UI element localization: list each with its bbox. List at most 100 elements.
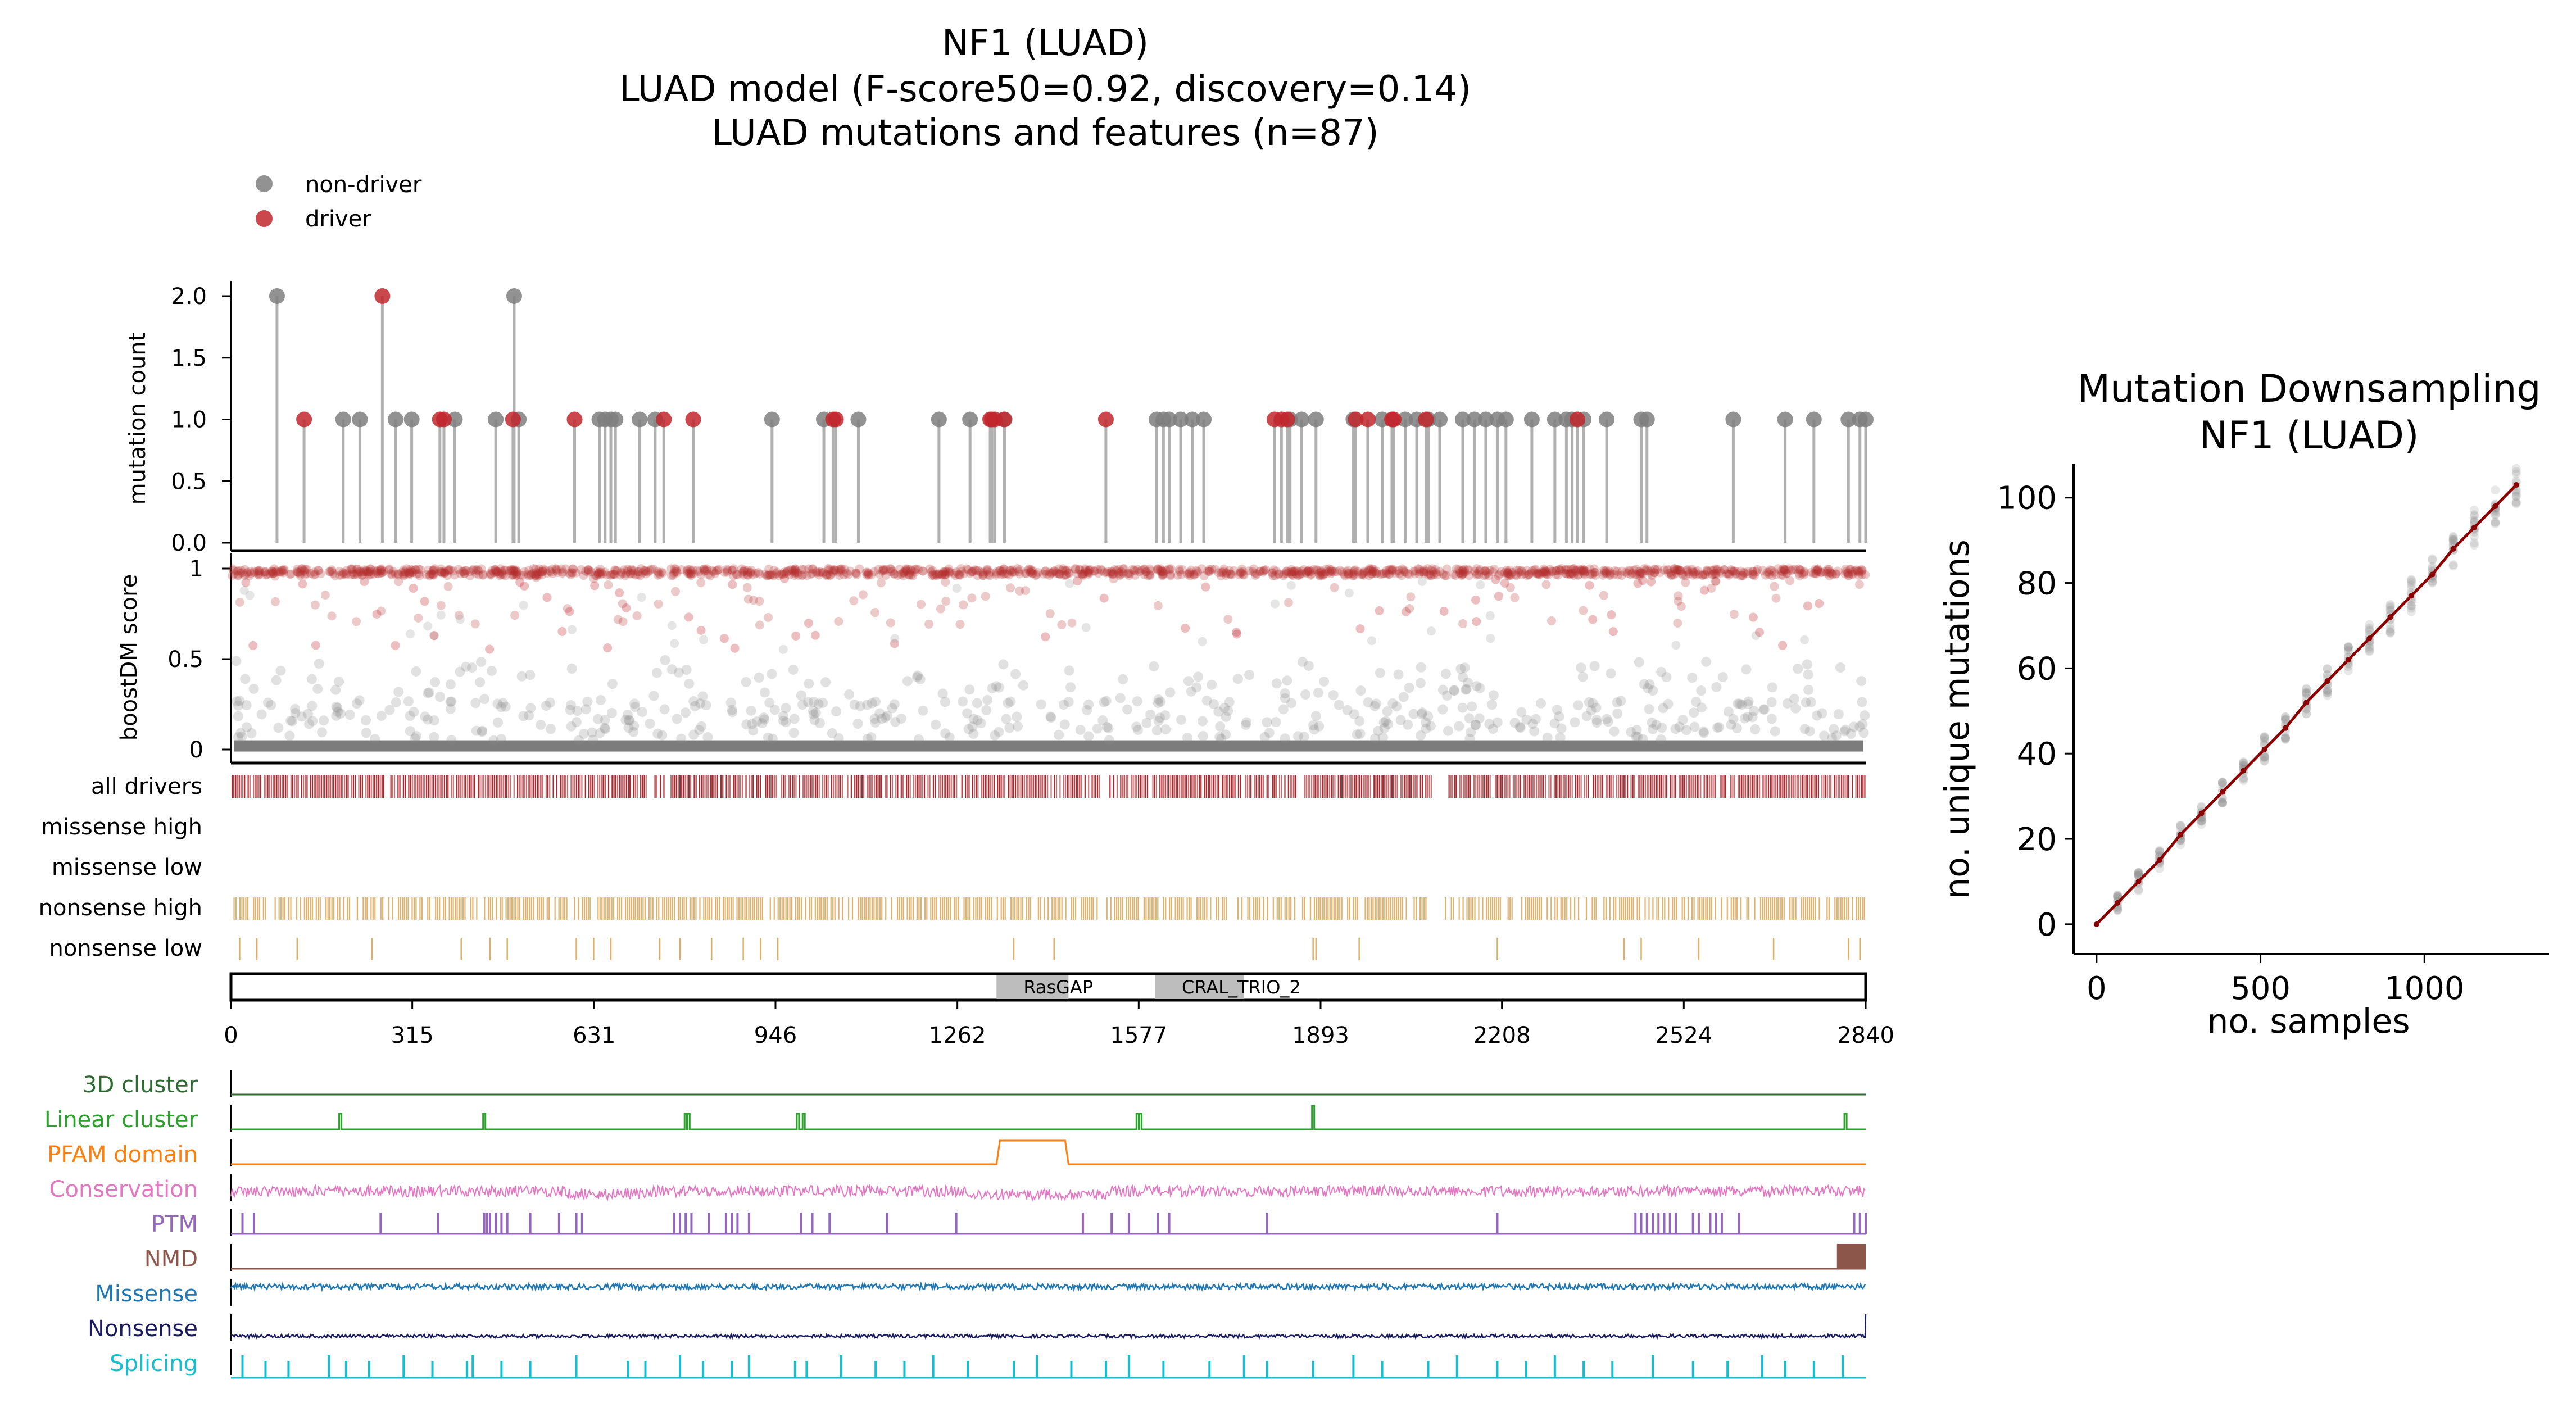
boost-point-driver: [881, 570, 891, 580]
boost-point-driver: [595, 568, 604, 578]
boost-point-driver: [279, 568, 288, 578]
boost-point-driver: [428, 570, 438, 579]
downsampling-mean-point: [2115, 900, 2121, 906]
boost-point-driver: [235, 597, 244, 607]
downsampling-ytick-label: 40: [2017, 736, 2057, 773]
boost-point-driver: [1358, 569, 1367, 578]
boost-point-driver: [1457, 570, 1467, 579]
boost-point-driver: [442, 571, 452, 580]
boost-point-nondriver: [1734, 698, 1745, 709]
boost-point-driver: [1527, 566, 1537, 575]
downsampling-point: [2217, 778, 2227, 787]
boost-point-driver: [1378, 569, 1387, 579]
boost-point-driver: [269, 569, 278, 578]
boost-point-driver: [769, 566, 779, 575]
boost-point-driver: [1624, 565, 1634, 575]
boost-point-nondriver: [672, 714, 682, 724]
boost-point-driver: [1355, 624, 1365, 634]
x-tick-label: 946: [754, 1023, 797, 1048]
lollipop-head-nondriver: [1523, 411, 1540, 428]
boost-point-nondriver: [890, 716, 901, 727]
boost-point-driver: [509, 566, 518, 576]
boost-point-driver: [636, 571, 645, 580]
boost-point-driver: [1376, 570, 1386, 579]
boost-point-nondriver: [1741, 664, 1752, 675]
boost-point-nondriver: [968, 714, 979, 724]
boost-point-driver: [1000, 569, 1010, 579]
downsampling-point: [2469, 532, 2479, 541]
boost-point-nondriver: [423, 621, 433, 631]
boost-point-driver: [516, 570, 525, 580]
boost-point-driver: [1288, 571, 1298, 580]
boost-point-nondriver: [1149, 661, 1159, 671]
boost-point-nondriver: [1530, 714, 1541, 724]
boost-point-driver: [1385, 569, 1394, 579]
boost-point-driver: [1342, 567, 1352, 576]
boost-point-driver: [910, 565, 920, 574]
boost-point-driver: [616, 567, 626, 577]
boost-point-nondriver: [1856, 676, 1867, 687]
boost-point-driver: [1572, 567, 1581, 577]
boost-point-nondriver: [673, 667, 684, 678]
boost-point-driver: [1828, 570, 1838, 579]
downsampling-point: [2491, 517, 2500, 527]
boost-point-nondriver: [623, 710, 633, 720]
boost-point-nondriver: [862, 700, 873, 710]
boost-point-driver: [364, 570, 374, 580]
boost-point-driver: [670, 564, 679, 574]
downsampling-point: [2155, 846, 2164, 855]
boost-point-driver: [405, 569, 414, 578]
boost-point-driver: [763, 571, 773, 580]
boost-point-driver: [611, 566, 620, 575]
driver-tracks-panel: all drivers missense high missense low n…: [39, 774, 1866, 961]
boost-point-nondriver: [1463, 677, 1473, 688]
boost-point-driver: [269, 567, 278, 576]
boost-point-driver: [1457, 571, 1467, 580]
boost-point-nondriver: [1241, 717, 1252, 728]
boost-point-driver: [1159, 567, 1168, 576]
downsampling-title-line2: NF1 (LUAD): [2199, 414, 2419, 458]
boost-point-nondriver: [781, 717, 791, 728]
boost-point-driver: [699, 565, 709, 574]
lollipop-head-nondriver: [1397, 411, 1413, 428]
boost-point-nondriver: [882, 710, 892, 721]
title-line1: NF1 (LUAD): [942, 22, 1149, 64]
boost-point-driver: [955, 620, 965, 629]
boost-point-nondriver: [1221, 729, 1231, 740]
boost-point-driver: [996, 569, 1006, 579]
boost-point-driver: [899, 571, 908, 580]
boost-point-driver: [511, 571, 521, 580]
boost-point-driver: [1315, 570, 1325, 580]
boost-point-driver: [1698, 570, 1708, 580]
boost-point-nondriver: [1712, 723, 1723, 733]
boost-point-driver: [1145, 570, 1155, 579]
boost-point-driver: [468, 565, 478, 575]
boost-point-nondriver: [595, 694, 606, 705]
boost-point-driver: [1372, 566, 1382, 576]
boost-point-driver: [1099, 593, 1109, 603]
track-label-nonsense-low: nonsense low: [49, 936, 202, 961]
boost-point-driver: [377, 606, 386, 616]
boost-point-driver: [1599, 591, 1608, 600]
boost-point-nondriver: [964, 684, 975, 695]
boost-point-driver: [1848, 570, 1858, 579]
boost-point-nondriver: [1421, 723, 1431, 734]
boost-point-driver: [1326, 569, 1335, 579]
boost-point-nondriver: [767, 733, 778, 744]
boost-point-driver: [772, 569, 781, 579]
boost-point-nondriver: [384, 705, 395, 715]
boost-point-driver: [1711, 569, 1721, 578]
boost-point-driver: [890, 639, 899, 648]
boost-point-driver: [672, 567, 682, 576]
boost-point-driver: [1588, 570, 1597, 579]
boost-point-driver: [1459, 567, 1468, 576]
boost-point-driver: [1833, 566, 1842, 576]
boost-point-nondriver: [1609, 726, 1620, 737]
boost-point-nondriver: [266, 700, 276, 710]
boost-point-driver: [1006, 583, 1015, 593]
boost-point-driver: [1401, 607, 1411, 616]
boost-point-driver: [830, 565, 840, 575]
boost-point-driver: [791, 564, 800, 574]
boost-point-nondriver: [1766, 714, 1777, 724]
downsampling-point: [2260, 732, 2269, 741]
